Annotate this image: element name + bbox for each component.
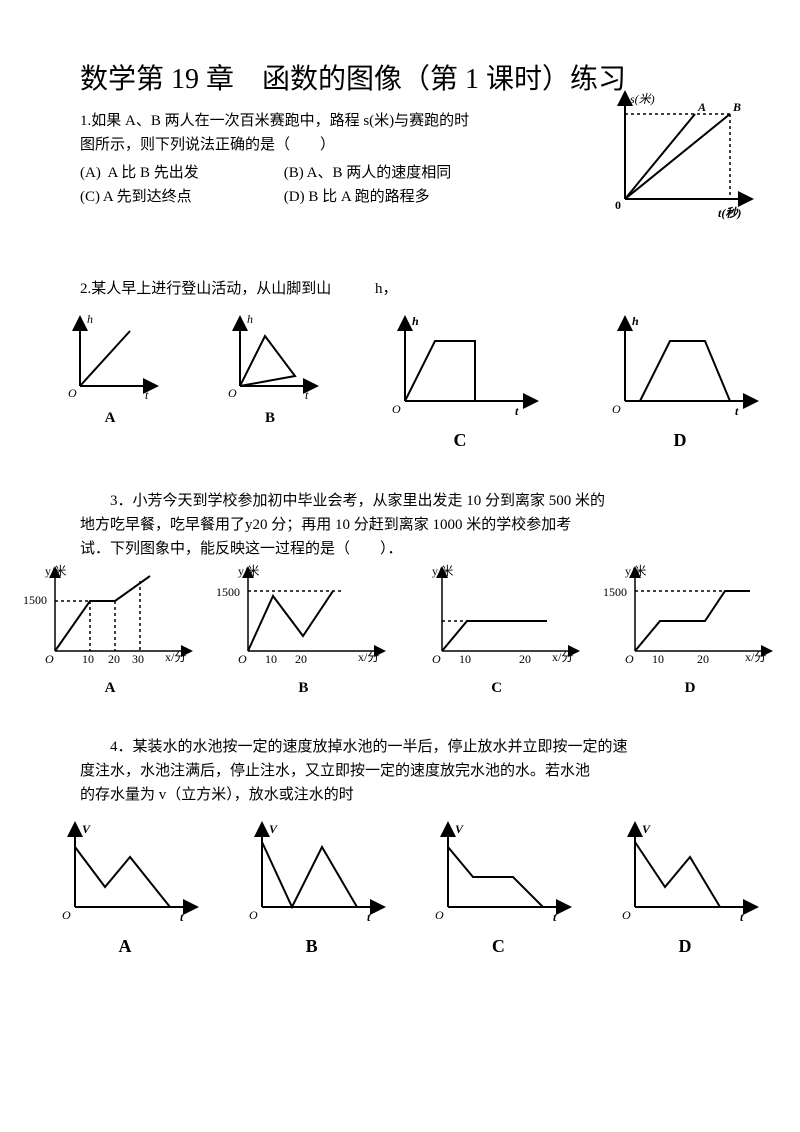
svg-text:t: t (367, 910, 371, 924)
svg-text:20: 20 (108, 652, 120, 666)
svg-text:h: h (632, 314, 639, 328)
q2-text-h: h， (375, 277, 398, 301)
q2-text: 2.某人早上进行登山活动，从山脚到山 (80, 281, 331, 297)
q1-label-b: B (732, 100, 741, 114)
svg-text:O: O (68, 386, 77, 400)
svg-text:O: O (392, 402, 401, 416)
q1-opt-a: (A) A 比 B 先出发 (80, 161, 280, 185)
svg-text:h: h (87, 312, 93, 326)
question-3: 3．小芳今天到学校参加初中毕业会考，从家里出发走 10 分到离家 500 米的 … (80, 489, 720, 697)
q1-label-a: A (697, 100, 706, 114)
q1-x-label: t(秒) (718, 206, 741, 220)
svg-text:O: O (62, 908, 71, 922)
svg-text:h: h (247, 312, 253, 326)
svg-text:O: O (228, 386, 237, 400)
svg-text:O: O (238, 652, 247, 666)
svg-text:1500: 1500 (603, 585, 627, 599)
svg-text:V: V (455, 822, 464, 836)
q4-line3: 的存水量为 v（立方米），放水或注水的时 (80, 783, 720, 807)
svg-text:t: t (180, 910, 184, 924)
svg-text:30: 30 (132, 652, 144, 666)
svg-text:t: t (553, 910, 557, 924)
q3-line3: 试．下列图象中，能反映这一过程的是（ ）． (80, 537, 720, 561)
svg-text:x/分: x/分 (745, 650, 766, 664)
q4-graph-b: V t O B (237, 817, 387, 957)
svg-text:O: O (435, 908, 444, 922)
q3-graph-d: 1500 y/米 10 20 x/分 O D (600, 561, 780, 697)
q1-opt-b: (B) A、B 两人的速度相同 (284, 161, 452, 185)
question-2: 2.某人早上进行登山活动，从山脚到山 h， h t O A (80, 277, 720, 451)
svg-text:V: V (82, 822, 91, 836)
svg-text:1500: 1500 (23, 593, 47, 607)
q2-graph-a: h t O A (60, 311, 160, 451)
q1-opt-d: (D) B 比 A 跑的路程多 (284, 185, 430, 209)
q1-opt-c: (C) A 先到达终点 (80, 185, 280, 209)
svg-text:10: 10 (82, 652, 94, 666)
q4-graph-d: V t O D (610, 817, 760, 957)
q3-graph-a: 1500 y/米 10 20 30 x/分 O A (20, 561, 200, 697)
svg-text:V: V (642, 822, 651, 836)
svg-text:y/米: y/米 (238, 564, 259, 578)
svg-text:O: O (249, 908, 258, 922)
q4-line2: 度注水，水池注满后，停止注水，又立即按一定的速度放完水池的水。若水池 (80, 759, 720, 783)
q1-origin: 0 (615, 198, 621, 212)
svg-text:20: 20 (519, 652, 531, 666)
svg-text:1500: 1500 (216, 585, 240, 599)
svg-text:O: O (45, 652, 54, 666)
title-part1: 数学第 19 章 (80, 64, 234, 95)
svg-text:t: t (515, 404, 519, 418)
svg-text:10: 10 (265, 652, 277, 666)
svg-text:O: O (625, 652, 634, 666)
svg-text:20: 20 (697, 652, 709, 666)
svg-text:O: O (622, 908, 631, 922)
q3-line2: 地方吃早餐，吃早餐用了y20 分；再用 10 分赶到离家 1000 米的学校参加… (80, 513, 720, 537)
q1-graph: s(米) A B 0 t(秒) (600, 89, 760, 219)
q3-line1: 3．小芳今天到学校参加初中毕业会考，从家里出发走 10 分到离家 500 米的 (80, 489, 720, 513)
q2-graph-b: h t O B (220, 311, 320, 451)
title-part2: 函数的图像（第 1 课时）练习 (262, 64, 626, 95)
svg-text:O: O (612, 402, 621, 416)
q3-graph-b: 1500 y/米 10 20 x/分 O B (213, 561, 393, 697)
q4-line1: 4．某装水的水池按一定的速度放掉水池的一半后，停止放水并立即按一定的速 (80, 735, 720, 759)
svg-text:t: t (145, 388, 149, 402)
svg-text:x/分: x/分 (358, 650, 379, 664)
svg-text:h: h (412, 314, 419, 328)
svg-text:x/分: x/分 (552, 650, 573, 664)
question-1: 1.如果 A、B 两人在一次百米赛跑中，路程 s(米)与赛跑的时 图所示，则下列… (80, 109, 720, 209)
q2-graph-c: h t O C (380, 311, 540, 451)
svg-text:t: t (305, 388, 309, 402)
q2-graph-d: h t O D (600, 311, 760, 451)
svg-text:O: O (432, 652, 441, 666)
svg-text:10: 10 (459, 652, 471, 666)
q3-graph-c: y/米 10 20 x/分 O C (407, 561, 587, 697)
svg-text:y/米: y/米 (432, 564, 453, 578)
q4-graph-a: V t O A (50, 817, 200, 957)
svg-text:t: t (735, 404, 739, 418)
svg-text:y/米: y/米 (625, 564, 646, 578)
question-4: 4．某装水的水池按一定的速度放掉水池的一半后，停止放水并立即按一定的速 度注水，… (80, 735, 720, 957)
q4-graph-c: V t O C (423, 817, 573, 957)
svg-text:V: V (269, 822, 278, 836)
svg-text:y/米: y/米 (45, 564, 66, 578)
svg-text:10: 10 (652, 652, 664, 666)
q1-y-label: s(米) (630, 92, 655, 106)
svg-text:x/分: x/分 (165, 650, 186, 664)
svg-text:20: 20 (295, 652, 307, 666)
svg-text:t: t (740, 910, 744, 924)
